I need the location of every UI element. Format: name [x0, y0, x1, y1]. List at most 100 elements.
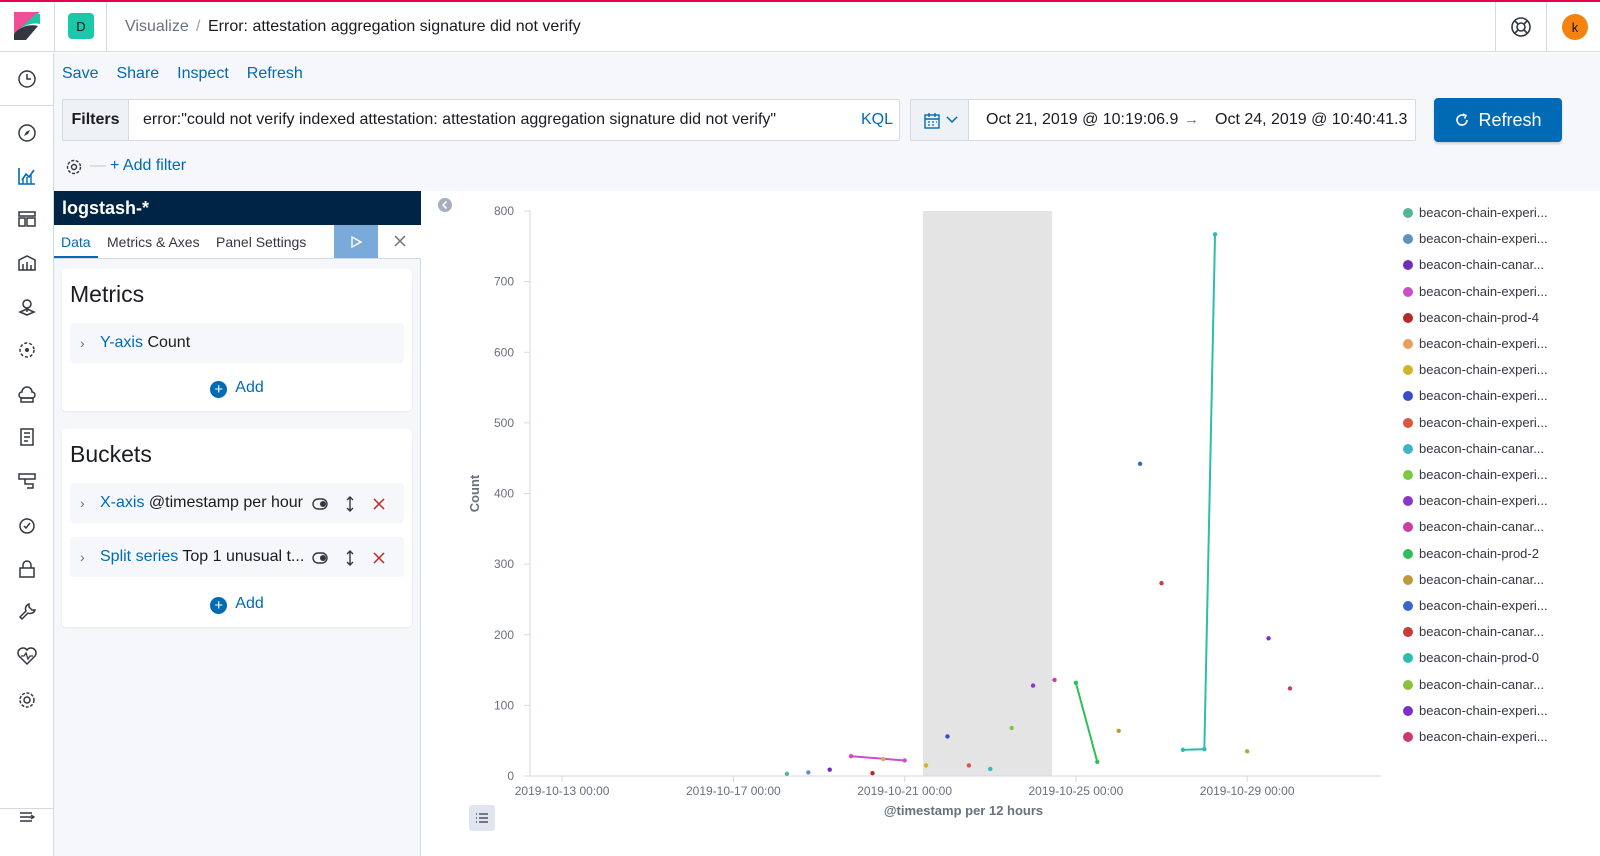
metric-agg-row[interactable]: › Y-axis Count — [70, 323, 404, 363]
metrics-panel: Metrics › Y-axis Count + Add — [62, 269, 412, 411]
add-bucket-button[interactable]: + Add — [62, 595, 412, 614]
chevron-right-icon[interactable]: › — [80, 335, 85, 351]
maps-icon[interactable] — [15, 294, 39, 318]
data-point — [784, 771, 790, 777]
siem-lock-icon[interactable] — [15, 557, 39, 581]
legend-color-dot — [1403, 208, 1413, 218]
filter-settings-gear-icon[interactable] — [64, 157, 84, 177]
monitoring-heart-icon[interactable] — [15, 644, 39, 668]
add-filter-button[interactable]: + Add filter — [110, 157, 187, 174]
legend-color-dot — [1403, 391, 1413, 402]
remove-cross-icon[interactable] — [373, 552, 385, 564]
legend-label: beacon-chain-canar... — [1419, 571, 1545, 587]
end-date[interactable]: Oct 24, 2019 @ 10:40:41.3 — [1215, 111, 1408, 128]
data-point — [1180, 747, 1186, 753]
discover-compass-icon[interactable] — [15, 121, 39, 145]
refresh-icon — [1456, 113, 1469, 126]
tab-metrics-axes[interactable]: Metrics & Axes — [107, 234, 200, 250]
collapse-nav-icon[interactable] — [15, 805, 39, 829]
metric-agg-type: Y-axis — [100, 334, 143, 351]
dashboard-icon[interactable] — [15, 207, 39, 231]
data-point — [881, 756, 886, 762]
legend-label: beacon-chain-experi... — [1419, 493, 1548, 509]
legend-item[interactable]: beacon-chain-prod-4 — [1403, 310, 1539, 325]
legend-item[interactable]: beacon-chain-prod-0 — [1403, 650, 1539, 665]
uptime-icon[interactable] — [15, 513, 39, 537]
refresh-button[interactable]: Refresh — [1434, 98, 1562, 142]
toggle-icon[interactable] — [312, 498, 328, 510]
user-avatar[interactable]: k — [1562, 14, 1588, 40]
inspect-button[interactable]: Inspect — [177, 65, 229, 82]
start-date[interactable]: Oct 21, 2019 @ 10:19:06.9 — [986, 111, 1179, 128]
logs-icon[interactable] — [15, 425, 39, 449]
tab-data[interactable]: Data — [61, 234, 91, 250]
add-metric-button[interactable]: + Add — [62, 379, 412, 398]
legend-item[interactable]: beacon-chain-canar... — [1403, 441, 1544, 456]
legend-item[interactable]: beacon-chain-prod-2 — [1403, 546, 1539, 561]
remove-cross-icon[interactable] — [373, 498, 385, 510]
dev-tools-icon[interactable] — [15, 600, 39, 624]
bucket-agg-row[interactable]: › X-axis @timestamp per hour — [70, 483, 404, 523]
legend-item[interactable]: beacon-chain-experi... — [1403, 598, 1548, 613]
space-avatar[interactable]: D — [68, 13, 94, 39]
x-tick-label: 2019-10-29 00:00 — [1200, 784, 1295, 798]
legend-toggle-button[interactable] — [469, 805, 495, 831]
recently-viewed-icon[interactable] — [15, 67, 39, 91]
legend-color-dot — [1403, 522, 1413, 533]
bucket-agg-desc: Top 1 unusual t... — [182, 548, 305, 565]
header-divider — [54, 2, 55, 52]
chevron-right-icon[interactable]: › — [80, 549, 85, 565]
chevron-right-icon[interactable]: › — [80, 495, 85, 511]
legend-item[interactable]: beacon-chain-experi... — [1403, 467, 1548, 482]
help-icon[interactable] — [1510, 16, 1532, 38]
add-bucket-label: Add — [235, 595, 264, 612]
apply-changes-button[interactable] — [334, 225, 378, 258]
legend-item[interactable]: beacon-chain-experi... — [1403, 231, 1548, 246]
drag-handle-icon[interactable] — [346, 496, 354, 512]
apm-icon[interactable] — [15, 469, 39, 493]
legend-item[interactable]: beacon-chain-canar... — [1403, 677, 1544, 692]
data-point — [1095, 759, 1100, 765]
legend-item[interactable]: beacon-chain-experi... — [1403, 284, 1548, 299]
legend-item[interactable]: beacon-chain-canar... — [1403, 572, 1544, 587]
time-range-highlight — [923, 211, 1053, 776]
legend-item[interactable]: beacon-chain-experi... — [1403, 336, 1548, 351]
collapse-editor-icon[interactable] — [437, 197, 453, 213]
quick-menu-button[interactable] — [911, 100, 969, 140]
query-input[interactable]: error:"could not verify indexed attestat… — [143, 111, 777, 128]
canvas-icon[interactable] — [15, 251, 39, 275]
legend-item[interactable]: beacon-chain-experi... — [1403, 362, 1548, 377]
visualize-icon[interactable] — [15, 164, 39, 188]
legend-item[interactable]: beacon-chain-canar... — [1403, 624, 1544, 639]
tab-panel-settings[interactable]: Panel Settings — [216, 234, 307, 250]
infrastructure-icon[interactable] — [15, 382, 39, 406]
save-button[interactable]: Save — [62, 65, 99, 82]
toggle-icon[interactable] — [312, 552, 328, 564]
share-button[interactable]: Share — [116, 65, 160, 82]
breadcrumb-visualize[interactable]: Visualize — [125, 18, 189, 35]
bucket-agg-row[interactable]: › Split series Top 1 unusual t... — [70, 537, 404, 577]
bucket-agg-type: X-axis — [100, 494, 145, 511]
top-header: D Visualize / Error: attestation aggrega… — [0, 2, 1600, 52]
discard-close-icon[interactable] — [392, 233, 408, 249]
drag-handle-icon[interactable] — [346, 550, 354, 566]
line-chart: 0 100 200 300 400 500 600 700 800 2019-10-13 00:0… — [467, 204, 1381, 818]
management-gear-icon[interactable] — [15, 688, 39, 712]
legend-item[interactable]: beacon-chain-canar... — [1403, 257, 1544, 272]
y-tick-label: 100 — [494, 698, 514, 712]
kql-language-switcher[interactable]: KQL — [861, 111, 894, 128]
refresh-link[interactable]: Refresh — [246, 65, 303, 82]
legend-item[interactable]: beacon-chain-experi... — [1403, 415, 1548, 430]
legend-item[interactable]: beacon-chain-experi... — [1403, 703, 1548, 718]
legend-item[interactable]: beacon-chain-experi... — [1403, 729, 1548, 744]
legend-item[interactable]: beacon-chain-experi... — [1403, 205, 1548, 220]
kibana-logo-icon[interactable] — [14, 12, 40, 40]
legend-item[interactable]: beacon-chain-experi... — [1403, 493, 1548, 508]
legend-label: beacon-chain-experi... — [1419, 336, 1548, 351]
machine-learning-icon[interactable] — [15, 338, 39, 362]
legend-label: beacon-chain-prod-2 — [1419, 545, 1539, 561]
data-point — [966, 763, 972, 768]
bucket-agg-title: X-axis @timestamp per hour — [100, 494, 303, 512]
legend-item[interactable]: beacon-chain-canar... — [1403, 519, 1544, 534]
legend-item[interactable]: beacon-chain-experi... — [1403, 388, 1548, 403]
